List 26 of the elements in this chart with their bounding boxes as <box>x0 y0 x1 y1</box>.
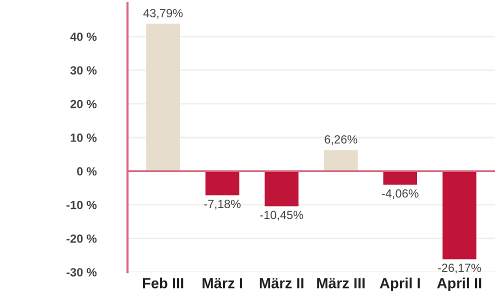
y-tick-label: 40 % <box>70 32 97 41</box>
x-tick-label: März III <box>317 278 365 288</box>
y-tick-label: -30 % <box>66 268 97 276</box>
x-tick-label: März II <box>260 278 304 288</box>
data-label: 43,79% <box>143 8 183 19</box>
y-tick-label: 10 % <box>70 134 97 142</box>
x-tick-label: April II <box>437 278 482 291</box>
bar <box>146 24 180 172</box>
bar <box>442 171 476 260</box>
data-label: -26,17% <box>438 264 482 274</box>
y-tick-label: 20 % <box>70 100 97 108</box>
y-tick-label: 0 % <box>77 167 97 176</box>
data-label: -4,06% <box>382 189 418 200</box>
bar <box>205 171 240 196</box>
y-tick-label: -10 % <box>66 200 97 210</box>
bar <box>324 150 358 172</box>
y-tick-label: 30 % <box>70 66 97 75</box>
bar <box>264 171 299 206</box>
data-label: -7,18% <box>204 200 241 210</box>
bar <box>383 171 418 185</box>
x-tick-label: April I <box>380 278 420 291</box>
x-tick-label: Feb III <box>142 278 184 288</box>
x-tick-label: März I <box>202 278 242 288</box>
data-label: 6,26% <box>324 135 358 145</box>
y-tick-label: -20 % <box>66 234 97 243</box>
data-label: -10,45% <box>260 210 304 221</box>
